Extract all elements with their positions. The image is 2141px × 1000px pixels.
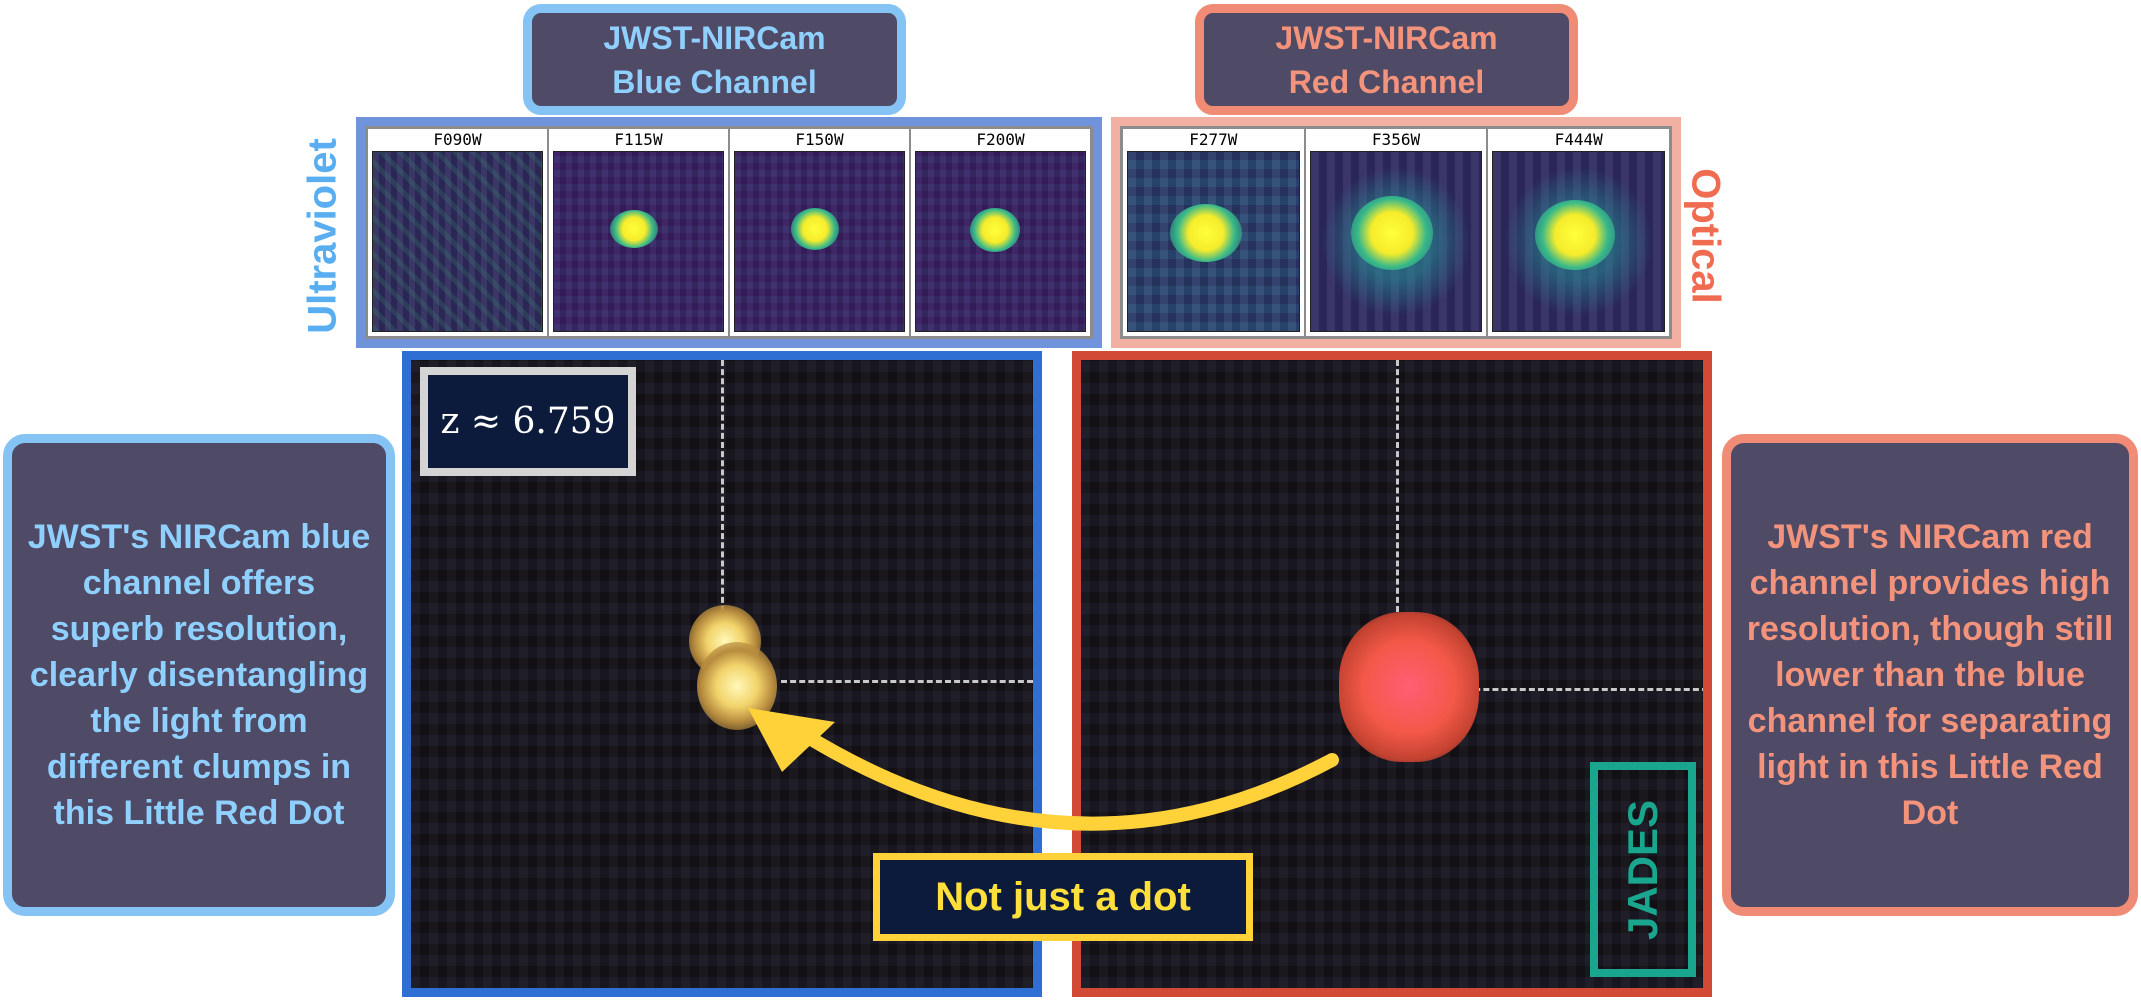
optical-label-wrap: Optical <box>1682 126 1728 346</box>
annotation-label: Not just a dot <box>873 853 1253 941</box>
filter-label: F150W <box>795 130 844 149</box>
red-filter-panels: F277W F356W F444W <box>1120 126 1672 339</box>
blue-channel-description-box: JWST's NIRCam blue channel offers superb… <box>3 434 395 916</box>
source-blob <box>970 208 1020 252</box>
red-filter-strip: F277W F356W F444W <box>1111 117 1681 348</box>
ultraviolet-label-wrap: Ultraviolet <box>300 126 346 346</box>
filter-panel-f090w: F090W <box>368 129 549 336</box>
blue-channel-title-line2: Blue Channel <box>612 63 817 100</box>
crosshair-horizontal <box>1456 688 1703 691</box>
filter-image <box>1309 151 1483 332</box>
red-channel-description-box: JWST's NIRCam red channel provides high … <box>1722 434 2138 916</box>
red-channel-title-line1: JWST-NIRCam <box>1275 19 1498 56</box>
filter-label: F090W <box>433 130 482 149</box>
survey-label: JADES <box>1590 762 1696 977</box>
filter-image <box>915 151 1086 332</box>
filter-panel-f444w: F444W <box>1488 129 1670 336</box>
filter-label: F277W <box>1189 130 1238 149</box>
red-channel-title: JWST-NIRCam Red Channel <box>1195 4 1578 115</box>
red-channel-title-line2: Red Channel <box>1288 63 1485 100</box>
filter-image <box>1127 151 1300 332</box>
crosshair-vertical <box>721 360 724 612</box>
blue-channel-description: JWST's NIRCam blue channel offers superb… <box>27 518 371 832</box>
filter-image <box>1492 151 1666 332</box>
blue-channel-title-line1: JWST-NIRCam <box>603 19 826 56</box>
curved-arrow-path <box>793 725 1339 831</box>
source-blob <box>791 208 839 250</box>
filter-panel-f200w: F200W <box>911 129 1090 336</box>
filter-panel-f356w: F356W <box>1305 129 1489 336</box>
curved-arrow-icon <box>748 708 1339 831</box>
filter-image <box>553 151 724 332</box>
filter-panel-f277w: F277W <box>1123 129 1306 336</box>
source-blob <box>1535 200 1616 270</box>
source-blob <box>610 210 658 248</box>
red-channel-description: JWST's NIRCam red channel provides high … <box>1746 518 2114 832</box>
redshift-label: z ≈ 6.759 <box>420 367 636 476</box>
filter-label: F356W <box>1371 130 1421 149</box>
filter-panel-f115w: F115W <box>549 129 730 336</box>
ultraviolet-label: Ultraviolet <box>300 138 345 334</box>
filter-image <box>734 151 905 332</box>
curved-arrow-head <box>748 708 835 772</box>
survey-label-text: JADES <box>1619 799 1666 940</box>
annotation-label-text: Not just a dot <box>935 874 1191 919</box>
source-blob <box>1350 196 1433 270</box>
crosshair-horizontal <box>781 680 1033 683</box>
crosshair-vertical <box>1396 360 1399 612</box>
blue-filter-panels: F090W F115W F150W F200W <box>365 126 1093 339</box>
filter-image <box>372 151 543 332</box>
source-blob <box>1170 204 1242 262</box>
filter-label: F115W <box>614 130 663 149</box>
optical-label: Optical <box>1683 168 1728 304</box>
filter-label: F200W <box>976 130 1025 149</box>
filter-panel-f150w: F150W <box>730 129 911 336</box>
filter-label: F444W <box>1554 130 1603 149</box>
blue-channel-title: JWST-NIRCam Blue Channel <box>523 4 906 115</box>
redshift-label-text: z ≈ 6.759 <box>440 401 616 442</box>
blue-filter-strip: F090W F115W F150W F200W <box>356 117 1102 348</box>
source-red-blob <box>1339 612 1479 762</box>
